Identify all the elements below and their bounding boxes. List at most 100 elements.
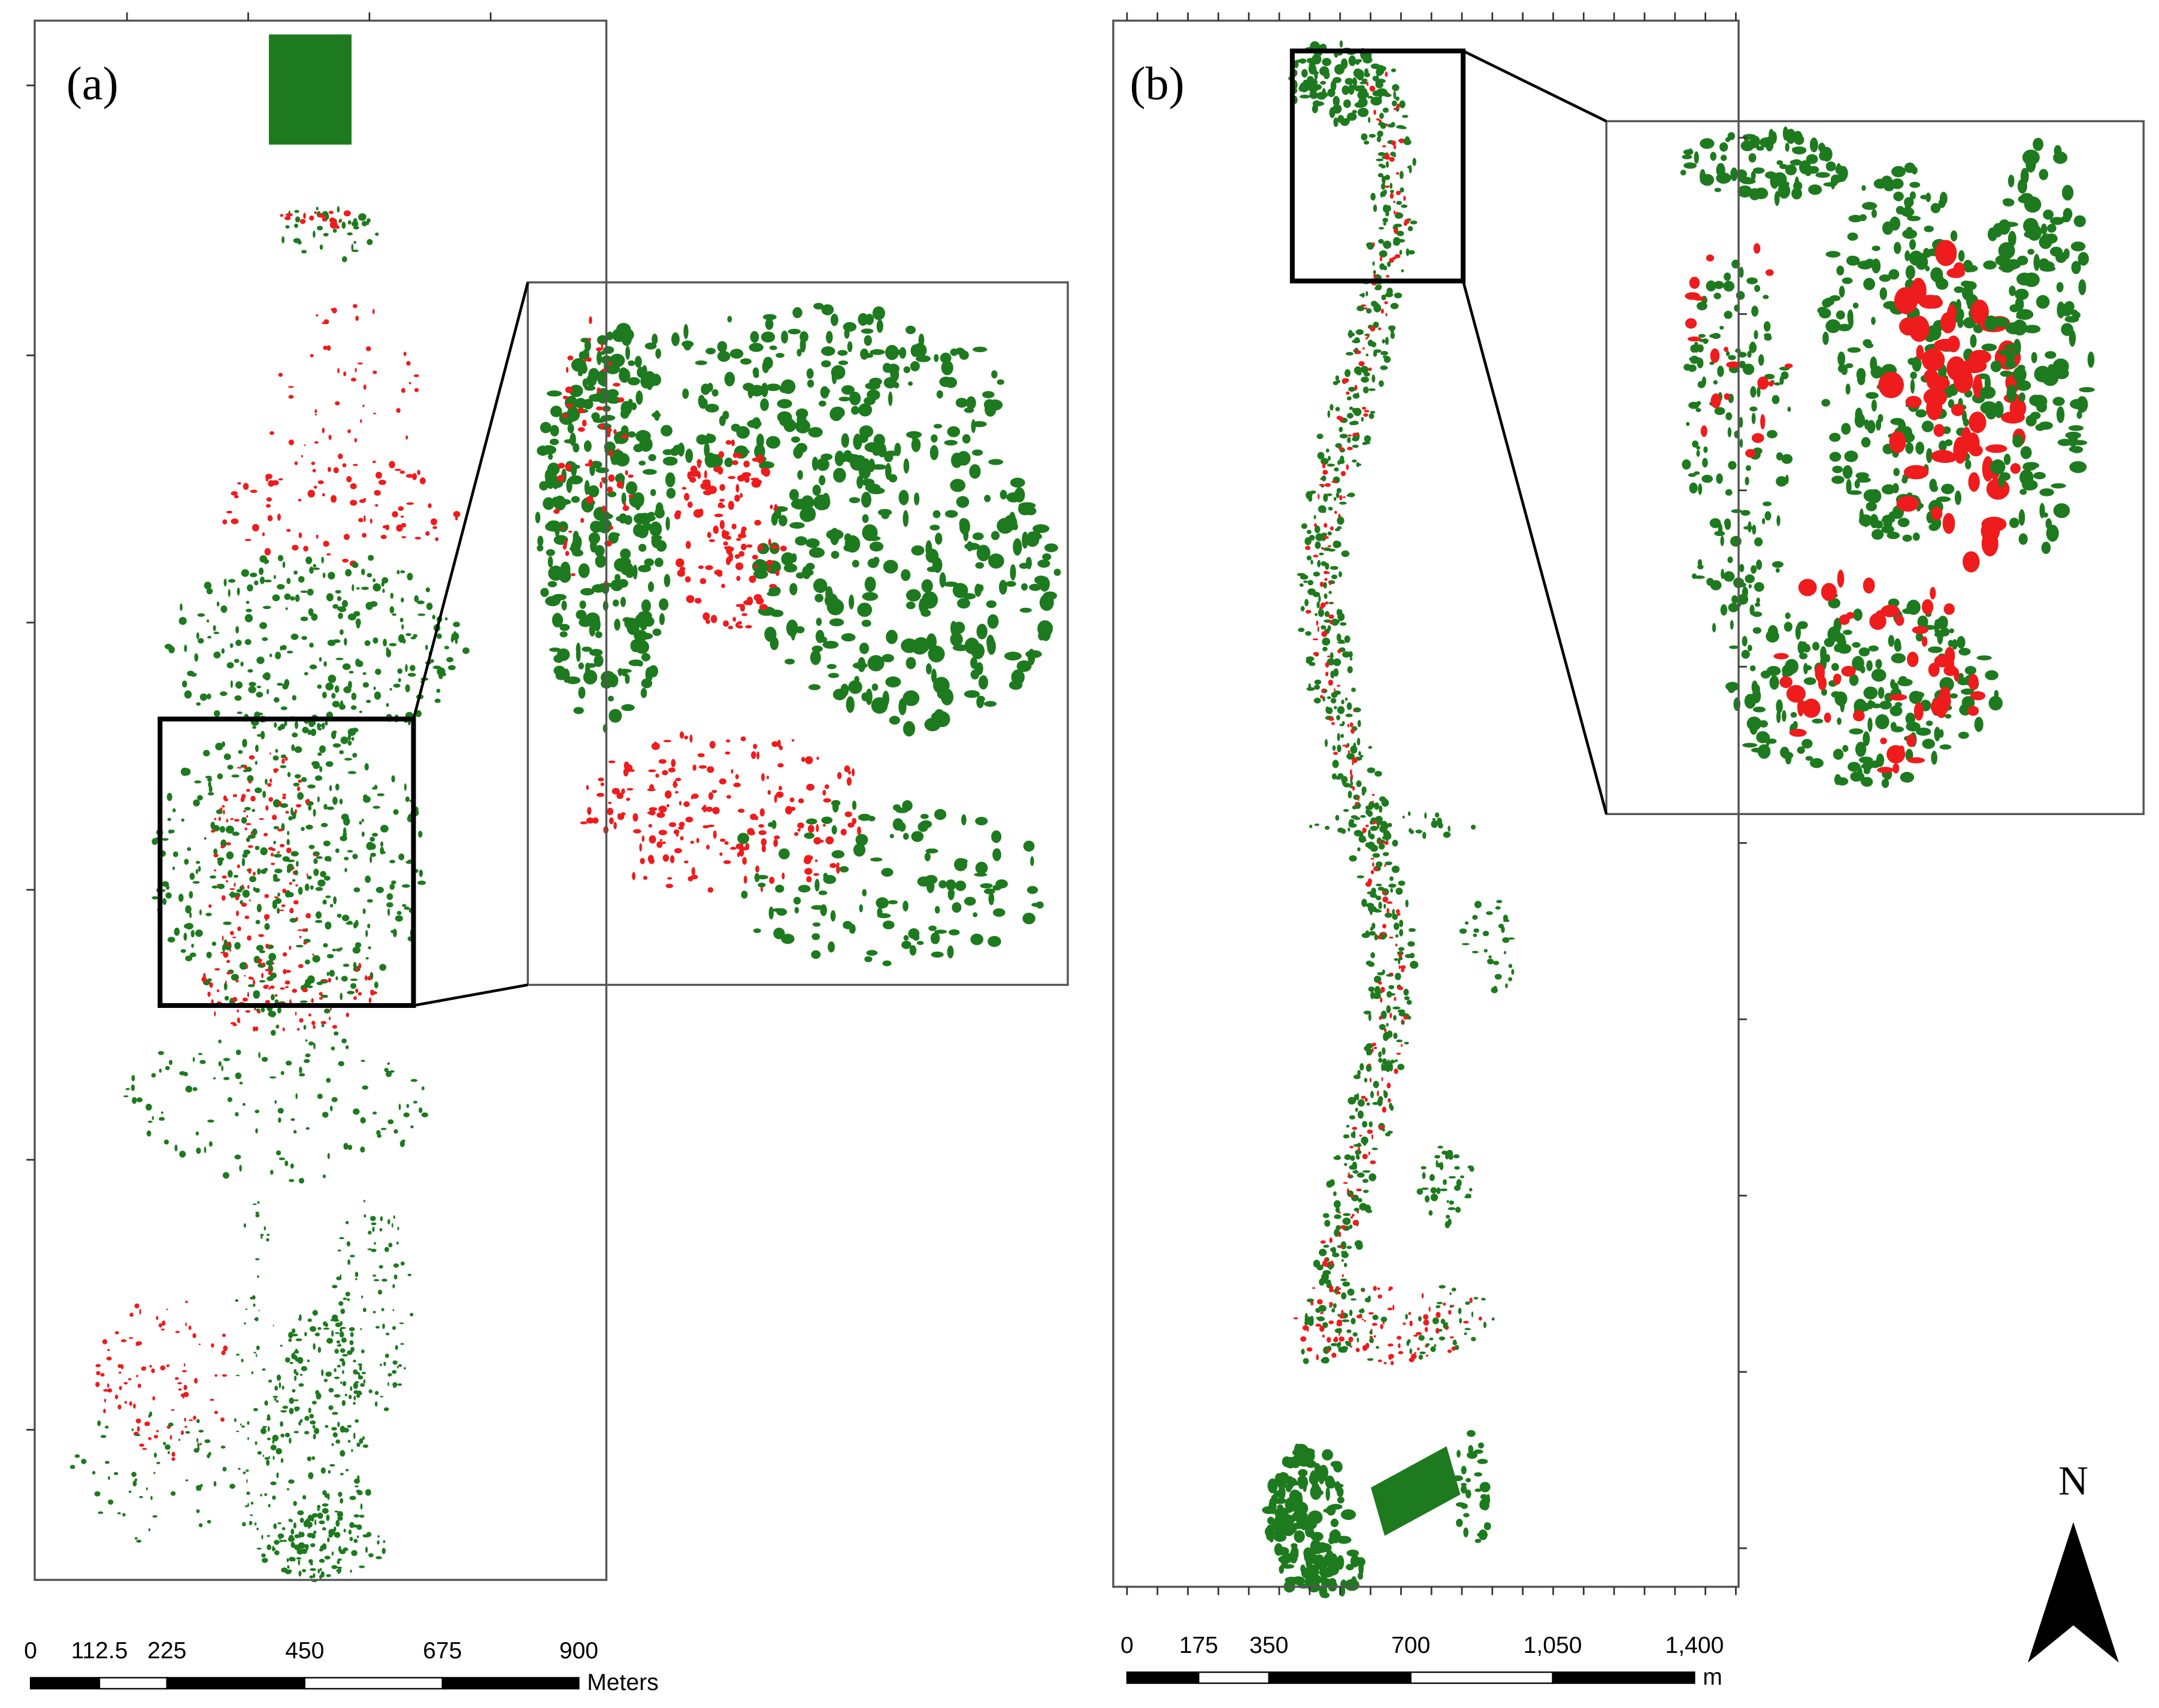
change-area <box>354 438 358 443</box>
vegetation <box>1392 1014 1397 1021</box>
vegetation <box>392 1360 398 1365</box>
vegetation <box>329 785 332 792</box>
change-area <box>273 768 279 772</box>
change-area <box>1343 496 1346 498</box>
vegetation <box>311 1456 315 1460</box>
vegetation <box>1320 477 1325 480</box>
vegetation <box>382 588 385 593</box>
vegetation <box>275 652 281 660</box>
vegetation <box>247 1503 249 1507</box>
change-area <box>1364 410 1370 413</box>
change-area <box>768 538 771 546</box>
change-area <box>1378 981 1382 985</box>
vegetation <box>344 1394 347 1397</box>
vegetation <box>1754 537 1763 547</box>
vegetation <box>317 879 326 887</box>
change-area <box>717 467 723 475</box>
vegetation <box>1362 1189 1369 1194</box>
vegetation <box>455 638 458 644</box>
vegetation <box>341 256 347 262</box>
change-area <box>1389 193 1394 199</box>
change-area <box>582 419 587 427</box>
vegetation <box>1294 1530 1305 1543</box>
vegetation <box>222 741 226 747</box>
change-area <box>1386 1082 1391 1089</box>
vegetation <box>1473 928 1479 933</box>
vegetation <box>849 497 861 504</box>
change-area <box>738 849 744 857</box>
vegetation <box>361 1349 365 1353</box>
vegetation <box>293 570 298 575</box>
change-area <box>608 760 616 764</box>
vegetation <box>275 1025 279 1028</box>
vegetation <box>1939 440 1947 452</box>
vegetation <box>1362 386 1369 393</box>
vegetation <box>253 1408 258 1412</box>
change-area <box>1324 578 1328 582</box>
vegetation <box>353 1371 360 1375</box>
vegetation <box>1336 380 1340 384</box>
vegetation <box>553 535 568 545</box>
vegetation <box>1730 535 1742 547</box>
change-area <box>725 440 732 445</box>
vegetation <box>391 775 395 783</box>
vegetation <box>1437 1146 1443 1149</box>
vegetation <box>964 407 974 413</box>
vegetation <box>1378 1051 1382 1058</box>
vegetation <box>955 398 968 408</box>
vegetation <box>580 587 595 596</box>
change-area <box>363 515 366 522</box>
vegetation <box>1781 454 1793 464</box>
vegetation <box>560 561 571 577</box>
change-area <box>1386 908 1389 914</box>
vegetation <box>264 868 268 872</box>
vegetation <box>296 1557 302 1559</box>
vegetation <box>862 592 879 601</box>
vegetation <box>284 593 291 600</box>
change-area <box>658 829 667 835</box>
change-area <box>1356 1210 1359 1214</box>
vegetation <box>410 1313 414 1317</box>
vegetation <box>264 923 270 930</box>
change-area <box>270 985 275 989</box>
change-area <box>295 808 297 814</box>
change-area <box>1397 986 1404 991</box>
change-area <box>606 428 612 432</box>
vegetation <box>1683 364 1691 371</box>
change-area <box>567 355 574 361</box>
change-area <box>265 474 269 482</box>
vegetation <box>368 1389 373 1394</box>
vegetation <box>1689 482 1698 494</box>
vegetation <box>861 619 871 627</box>
change-area <box>1331 1352 1337 1358</box>
vegetation <box>950 348 958 356</box>
change-area <box>329 1016 331 1020</box>
change-area <box>732 460 738 465</box>
vegetation <box>343 1297 347 1300</box>
change-area <box>1338 1231 1342 1237</box>
vegetation <box>1436 1305 1441 1309</box>
vegetation <box>280 754 286 759</box>
vegetation <box>319 244 323 250</box>
vegetation <box>885 676 901 688</box>
change-area <box>665 883 673 889</box>
vegetation <box>1277 1516 1291 1521</box>
vegetation <box>1318 608 1324 617</box>
vegetation <box>1809 137 1818 153</box>
vegetation <box>353 1382 358 1389</box>
vegetation <box>1395 934 1398 938</box>
vegetation <box>795 572 805 579</box>
vegetation <box>1921 420 1934 432</box>
vegetation <box>398 853 405 861</box>
vegetation <box>1468 1188 1473 1192</box>
vegetation <box>939 572 946 588</box>
vegetation <box>1931 516 1942 530</box>
change-area <box>1417 1347 1420 1350</box>
vegetation <box>447 665 456 671</box>
vegetation <box>208 785 213 793</box>
vegetation <box>1728 355 1736 361</box>
vegetation <box>859 642 870 655</box>
vegetation <box>1713 380 1718 385</box>
vegetation <box>174 1144 178 1152</box>
vegetation <box>274 898 282 904</box>
